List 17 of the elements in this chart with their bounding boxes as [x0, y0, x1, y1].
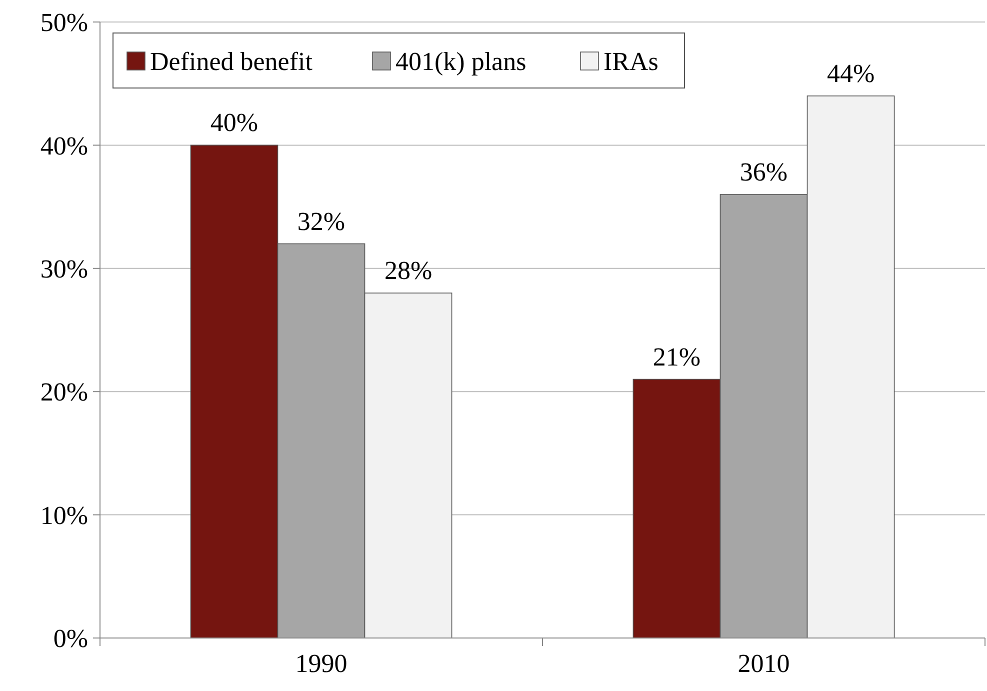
legend-label: Defined benefit: [150, 47, 314, 76]
data-label: 21%: [652, 342, 701, 372]
y-tick-label: 40%: [40, 131, 88, 160]
x-tick-label: 1990: [295, 649, 348, 678]
y-tick-label: 30%: [40, 254, 88, 284]
legend-label: 401(k) plans: [396, 47, 526, 76]
legend-label: IRAs: [604, 47, 658, 76]
x-tick-label: 2010: [738, 649, 790, 678]
data-label: 28%: [384, 256, 432, 286]
y-tick-label: 20%: [40, 378, 88, 407]
y-tick-label: 10%: [40, 500, 88, 530]
y-tick-label: 0%: [53, 624, 88, 654]
data-label: 36%: [740, 157, 788, 186]
y-tick-label: 50%: [40, 8, 88, 38]
data-label: 40%: [210, 108, 258, 138]
data-label: 44%: [826, 58, 875, 88]
data-label: 32%: [297, 206, 346, 236]
